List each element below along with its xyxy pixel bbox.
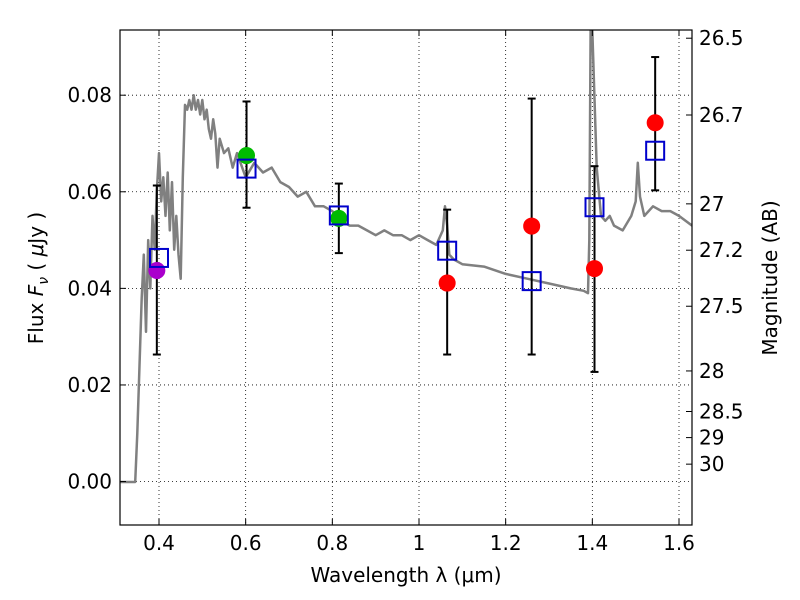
model-photometry-squares <box>149 140 666 292</box>
x-tick-label: 1.2 <box>490 531 522 555</box>
right-axis-title: Magnitude (AB) <box>758 200 782 355</box>
data-point-uv-filter <box>148 261 166 279</box>
y2-tick-label: 27 <box>699 192 724 216</box>
y-tick-label: 0.08 <box>67 83 112 107</box>
sed-model-line <box>120 30 692 484</box>
plot-frame <box>119 29 693 526</box>
y2-tick-label: 27.5 <box>699 294 744 318</box>
y2-tick-label: 29 <box>699 426 724 450</box>
y2-tick-label: 28 <box>699 359 724 383</box>
x-tick-label: 0.4 <box>143 531 175 555</box>
y-axis-title-subscript: ν <box>36 277 52 285</box>
y-tick-label: 0.02 <box>67 373 112 397</box>
data-point-nir-filters <box>523 217 541 235</box>
y-axis-title-word: Flux <box>24 296 48 344</box>
y-axis-title-symbol: F <box>24 284 48 296</box>
model-flux-square <box>584 197 605 218</box>
model-flux-square <box>236 158 257 179</box>
x-tick-label: 1 <box>413 531 426 555</box>
y2-tick-label: 26.5 <box>699 26 744 50</box>
y-axis-title-mu: μ <box>24 244 48 258</box>
model-flux-square <box>328 205 349 226</box>
y2-tick-label: 27.2 <box>699 238 744 262</box>
x-axis-title: Wavelength λ (μm) <box>310 563 501 587</box>
ticks: 0.4 0.6 0.8 1 1.2 1.4 1.6 0.00 0.02 0.04 0.06 0.08 2… <box>67 26 743 555</box>
y-axis-title-paren: ( <box>24 256 48 277</box>
grid <box>120 30 692 525</box>
data-point-nir-filters <box>438 274 456 292</box>
y-tick-label: 0.06 <box>67 180 112 204</box>
model-flux-square <box>149 247 169 268</box>
model-flux-square <box>645 140 666 161</box>
y2-tick-label: 30 <box>699 452 724 476</box>
plot-background <box>120 30 692 525</box>
y-axis-title-unit: Jy ) <box>24 212 48 246</box>
x-tick-label: 1.6 <box>663 531 695 555</box>
y2-tick-label: 26.7 <box>699 103 744 127</box>
y-tick-label: 0.04 <box>67 276 112 300</box>
x-tick-label: 1.4 <box>576 531 608 555</box>
data-point-nir-filters <box>586 260 603 278</box>
data-point-nir-filters <box>646 114 664 132</box>
model-flux-square <box>521 271 542 292</box>
x-tick-label: 0.6 <box>230 531 262 555</box>
y-tick-label: 0.00 <box>67 470 112 494</box>
model-flux-square <box>437 240 458 261</box>
y-axis-title: Flux Fν ( μJy ) <box>24 212 52 344</box>
data-point-optical-filters <box>238 147 256 165</box>
y2-tick-label: 28.5 <box>699 400 744 424</box>
model-layer <box>120 30 692 484</box>
x-tick-label: 0.8 <box>316 531 348 555</box>
